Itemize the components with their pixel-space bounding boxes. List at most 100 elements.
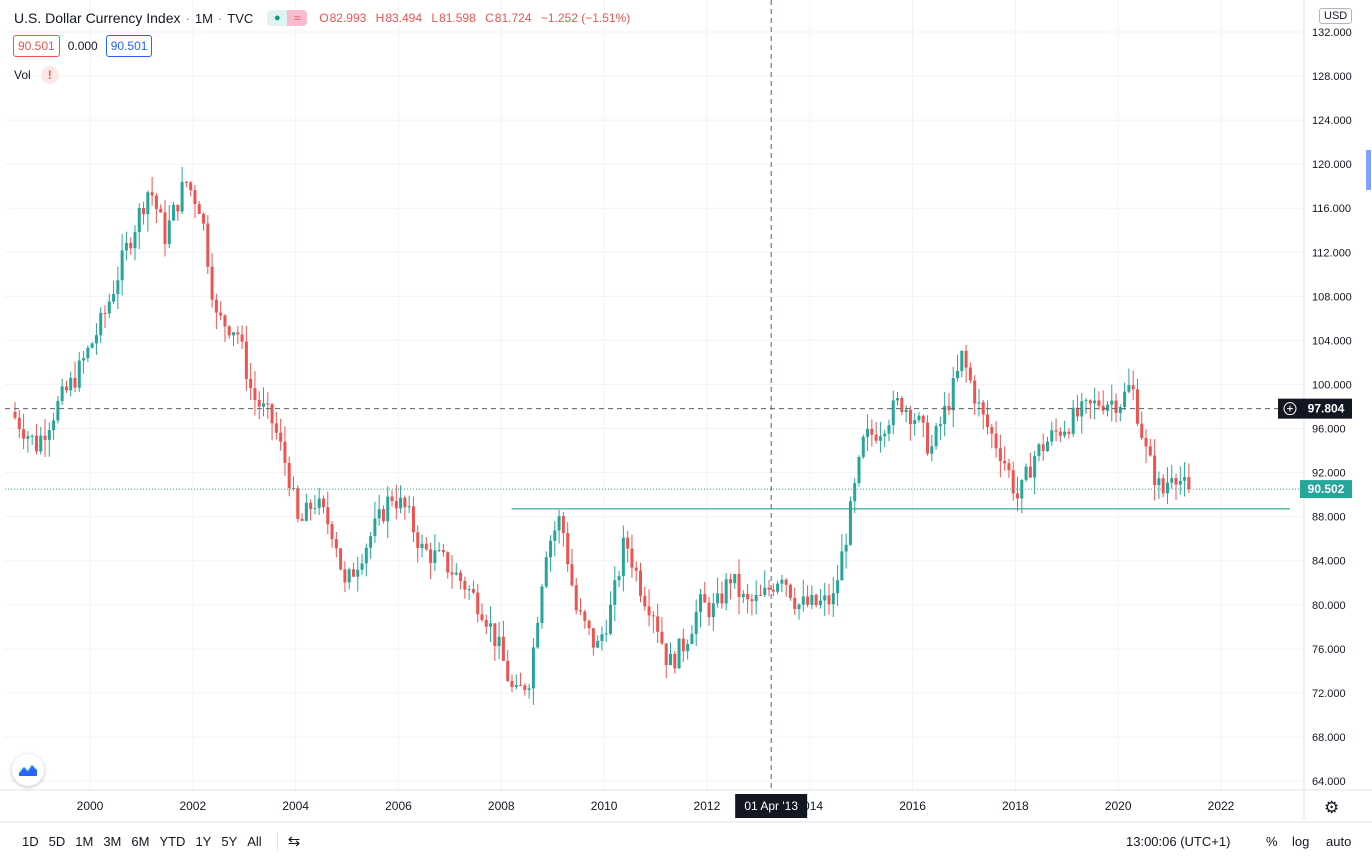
candle: [523, 683, 527, 696]
low-key: L: [431, 11, 439, 25]
exchange-label: TVC: [227, 10, 254, 26]
candle: [467, 585, 471, 600]
sell-button[interactable]: 90.501: [13, 35, 60, 57]
candle: [690, 625, 694, 645]
candle: [317, 487, 321, 515]
candle: [142, 201, 146, 225]
auto-scale-button[interactable]: auto: [1326, 833, 1352, 849]
candle: [1037, 442, 1041, 462]
timeframe-1d[interactable]: 1D: [22, 833, 39, 849]
candle: [253, 371, 257, 416]
log-scale-button[interactable]: log: [1292, 833, 1310, 849]
open-value: 82.993: [329, 11, 367, 25]
candle: [938, 416, 942, 441]
candle: [1170, 464, 1174, 489]
candle: [1123, 382, 1127, 411]
price-tick-label: 128.000: [1312, 71, 1352, 83]
tradingview-logo-icon[interactable]: [12, 754, 44, 786]
candle: [968, 362, 972, 384]
candle: [1110, 384, 1114, 422]
candle: [553, 521, 557, 557]
candle: [1024, 463, 1028, 483]
candle: [17, 409, 21, 439]
candle: [570, 548, 574, 588]
timeframe-1y[interactable]: 1Y: [195, 833, 212, 849]
candle: [94, 323, 98, 355]
candle: [913, 412, 917, 436]
candle: [737, 559, 741, 615]
buy-button[interactable]: 90.501: [105, 35, 153, 57]
time-tick-label: 2008: [488, 799, 515, 813]
candle: [206, 215, 210, 274]
time-tick-label: 2004: [282, 799, 309, 813]
candle: [634, 561, 638, 582]
candle: [262, 387, 266, 417]
candle: [47, 422, 51, 457]
candle: [900, 395, 904, 416]
candle: [626, 530, 630, 563]
candle: [583, 609, 587, 629]
spread-value: 0.000: [67, 39, 98, 53]
candle: [1007, 458, 1011, 479]
candle: [210, 253, 214, 308]
candle: [823, 582, 827, 616]
candle: [930, 434, 934, 462]
candle: [334, 532, 338, 558]
candle: [1183, 462, 1187, 497]
candle: [43, 419, 47, 457]
candle: [34, 423, 38, 455]
candle: [184, 180, 188, 188]
price-axis[interactable]: 132.000 128.000 124.000 120.000 116.000 112.0…: [1312, 27, 1352, 788]
settings-gear-icon[interactable]: ⚙: [1324, 798, 1340, 817]
candle: [480, 603, 484, 622]
candle: [1140, 411, 1144, 441]
candle: [90, 341, 94, 349]
candle: [836, 564, 840, 606]
candle: [257, 391, 261, 420]
candle: [1063, 420, 1067, 439]
candle: [506, 650, 510, 683]
timeframe-5y[interactable]: 5Y: [221, 833, 238, 849]
candle: [287, 456, 291, 497]
symbol-title[interactable]: U.S. Dollar Currency Index: [14, 10, 181, 26]
time-axis[interactable]: 2000 2002 2004 2006 2008 2010 2012 2014 2016 2018…: [77, 799, 1235, 813]
clock-label[interactable]: 13:00:06 (UTC+1): [1126, 833, 1231, 849]
warning-icon[interactable]: !: [40, 66, 59, 84]
candle: [189, 181, 193, 197]
timeframe-5d[interactable]: 5D: [48, 833, 66, 849]
candle: [1011, 461, 1015, 501]
percent-scale-button[interactable]: %: [1266, 833, 1278, 849]
candle: [30, 434, 34, 445]
timeframe-all[interactable]: All: [247, 833, 262, 849]
candle: [609, 591, 613, 636]
candle: [604, 619, 608, 642]
currency-button[interactable]: USD: [1319, 8, 1353, 24]
candle: [279, 418, 283, 451]
candle: [107, 293, 111, 318]
timeframe-6m[interactable]: 6M: [131, 833, 150, 849]
candle: [450, 555, 454, 589]
timeframe-ytd[interactable]: YTD: [159, 833, 186, 849]
candle: [891, 390, 895, 435]
candle: [501, 620, 505, 662]
timeframe-3m[interactable]: 3M: [103, 833, 122, 849]
candle: [347, 567, 351, 590]
candle: [677, 638, 681, 669]
candle: [857, 455, 861, 487]
price-tick-label: 104.000: [1312, 335, 1352, 347]
candle: [309, 499, 313, 521]
volume-label[interactable]: Vol: [14, 68, 31, 82]
candle: [1071, 399, 1075, 437]
candle: [484, 614, 488, 635]
timeframe-1m[interactable]: 1M: [75, 833, 94, 849]
delayed-data-icon: ≈: [287, 10, 308, 26]
candle: [146, 190, 150, 232]
date-range-icon[interactable]: ⇆: [287, 833, 301, 850]
candle: [1084, 398, 1088, 414]
candle: [399, 485, 403, 514]
chart-overlays: 90.502 97.804 01 Apr '13: [5, 0, 1371, 818]
candle: [557, 509, 561, 544]
time-tick-label: 2020: [1105, 799, 1132, 813]
market-status-pill[interactable]: ● ≈: [267, 10, 308, 26]
